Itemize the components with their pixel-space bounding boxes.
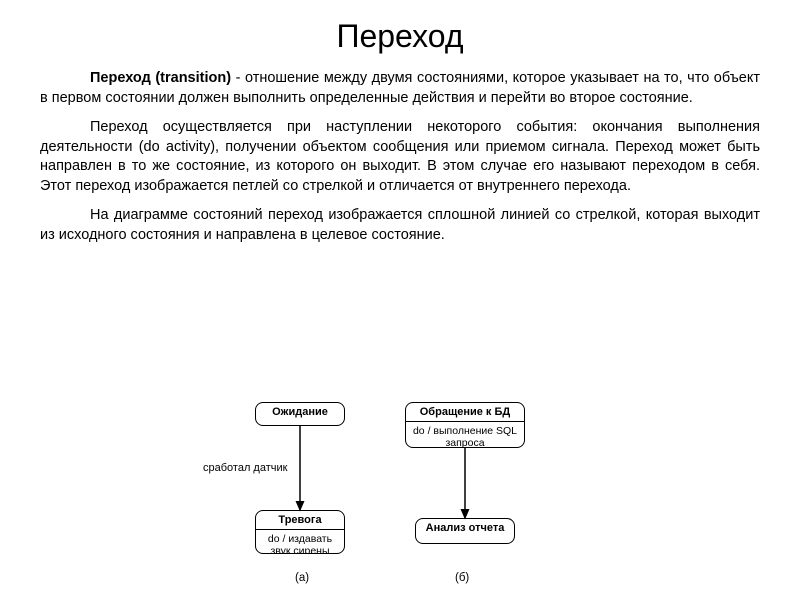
state-box-alarm: Тревога do / издавать звук сирены — [255, 510, 345, 554]
slide: Переход Переход (transition) - отношение… — [0, 0, 800, 246]
state-diagram: Ожидание Тревога do / издавать звук сире… — [0, 400, 800, 600]
state-title: Ожидание — [256, 403, 344, 421]
state-title: Анализ отчета — [416, 519, 514, 537]
para-1: Переход (transition) - отношение между д… — [40, 69, 760, 108]
state-title: Обращение к БД — [406, 403, 524, 421]
transition-label: сработал датчик — [203, 462, 287, 474]
state-box-report-analysis: Анализ отчета — [415, 518, 515, 544]
state-box-waiting: Ожидание — [255, 402, 345, 426]
arrows-svg — [0, 400, 800, 600]
term-bold: Переход (transition) — [90, 70, 231, 86]
para-2: Переход осуществляется при наступлении н… — [40, 118, 760, 196]
para-3: На диаграмме состояний переход изображае… — [40, 206, 760, 245]
state-activity: do / издавать звук сирены — [256, 530, 344, 554]
sublabel-b: (б) — [455, 572, 469, 584]
state-title: Тревога — [256, 511, 344, 529]
state-activity: do / выполнение SQL запроса — [406, 422, 524, 448]
state-box-db-request: Обращение к БД do / выполнение SQL запро… — [405, 402, 525, 448]
sublabel-a: (а) — [295, 572, 309, 584]
page-title: Переход — [40, 18, 760, 55]
